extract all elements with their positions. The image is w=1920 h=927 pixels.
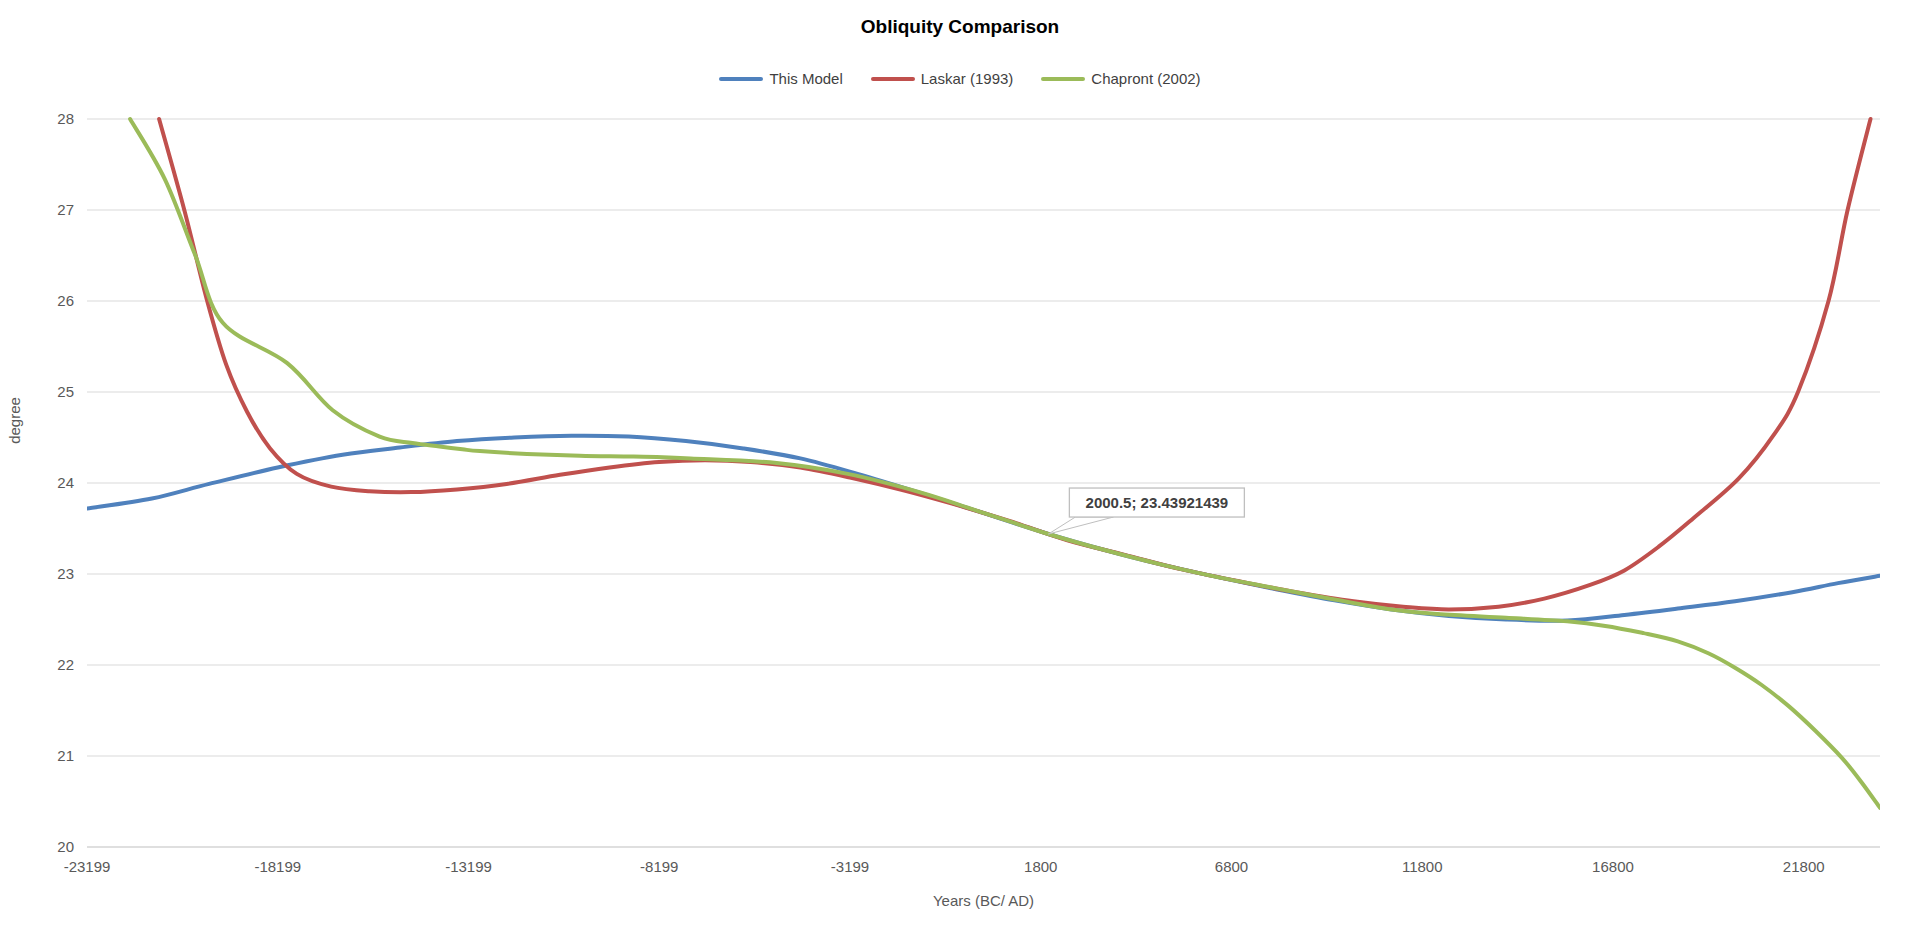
series-line-laskar-1993 <box>159 119 1870 610</box>
x-tick-label: 6800 <box>1215 858 1248 875</box>
obliquity-chart[interactable]: Obliquity Comparison This ModelLaskar (1… <box>0 0 1920 927</box>
series-line-this-model <box>87 436 1880 621</box>
y-tick-label: 23 <box>57 565 74 582</box>
x-tick-label: -3199 <box>831 858 869 875</box>
y-tick-label: 27 <box>57 201 74 218</box>
annotation-callout-pointer <box>1048 517 1113 534</box>
y-tick-label: 28 <box>57 110 74 127</box>
y-tick-label: 26 <box>57 292 74 309</box>
series-line-chapront-2002 <box>130 119 1880 808</box>
y-tick-label: 25 <box>57 383 74 400</box>
x-tick-label: 1800 <box>1024 858 1057 875</box>
plot-area: 20 21 22 23 24 25 26 27 28 -23199 -18199 -13199 -819… <box>0 0 1920 927</box>
x-tick-label: 16800 <box>1592 858 1634 875</box>
x-tick-label: -8199 <box>640 858 678 875</box>
x-tick-label: -18199 <box>254 858 301 875</box>
x-axis-title: Years (BC/ AD) <box>87 892 1880 909</box>
x-tick-label: -23199 <box>64 858 111 875</box>
y-tick-label: 24 <box>57 474 74 491</box>
x-tick-label: 11800 <box>1402 858 1443 875</box>
y-axis-title: degree <box>6 371 23 471</box>
annotation-label: 2000.5; 23.43921439 <box>1086 494 1229 511</box>
y-tick-label: 22 <box>57 656 74 673</box>
y-tick-label: 21 <box>57 747 74 764</box>
x-tick-label: -13199 <box>445 858 492 875</box>
y-tick-label: 20 <box>57 838 74 855</box>
x-tick-label: 21800 <box>1783 858 1825 875</box>
